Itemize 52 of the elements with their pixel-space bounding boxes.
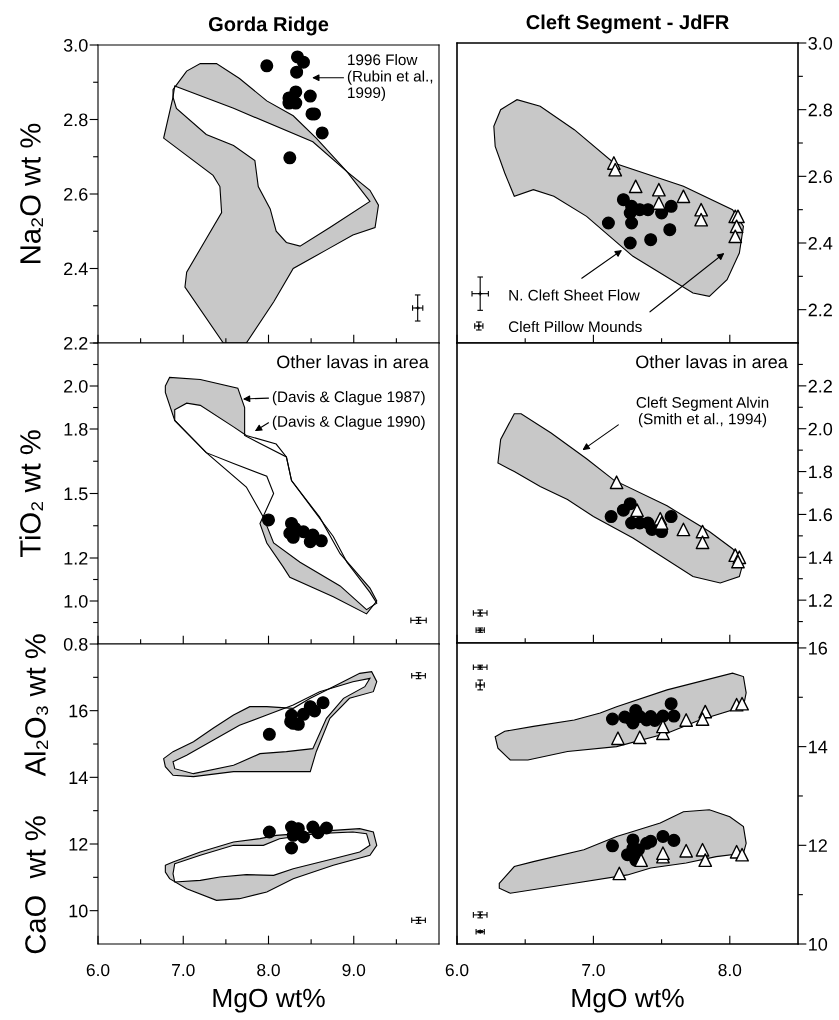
y2-tick-label: 2.4 [808,236,833,250]
annotation: Other lavas in area [277,355,429,369]
y-tick-label: 0.8 [63,637,88,651]
y2-tick-label: 2.8 [808,103,833,117]
annotation: Other lavas in area [636,355,788,369]
x-tick-label: 9.0 [342,963,366,977]
y2-tick-label: 12 [809,839,827,852]
y2-tick-label: 14 [809,740,828,754]
y-tick-label: 2.4 [64,262,88,276]
y-tick-label: 1.0 [64,594,88,608]
y-tick-label: 14 [69,771,88,784]
annotation: Cleft Segment Alvin (Smith et al., 1994) [636,396,769,428]
y-tick-label: 16 [69,704,88,718]
chart-title: Gorda Ridge [208,16,329,36]
x-axis-title: MgO wt% [213,988,325,1013]
y2-tick-label: 1.6 [809,508,833,522]
x-tick-label: 7.0 [172,963,195,977]
y-tick-label: 3.0 [63,38,88,52]
y2-tick-label: 1.8 [809,465,833,479]
y-tick-label: 2.0 [64,379,88,393]
y-tick-label: 1.5 [64,487,88,501]
y-axis-title: TiO₂ wt % [19,430,43,558]
x-axis-title: MgO wt% [572,988,684,1013]
y-axis-title: CaO wt % Al₂O₃ wt % [24,634,49,954]
y-tick-label: 2.6 [64,187,88,201]
y-tick-label: 2.8 [64,113,88,127]
annotation: (Davis & Clague 1987) [272,390,425,406]
y-tick-label: 12 [69,837,88,851]
y-tick-label: 10 [69,904,88,918]
y2-tick-label: 16 [809,641,828,655]
y2-tick-label: 3.0 [808,36,833,50]
y-axis-title: Na₂O wt % [20,123,43,263]
annotation: N. Cleft Sheet Flow [509,289,640,301]
y2-tick-label: 1.2 [809,594,832,607]
annotation: Cleft Pillow Mounds [508,320,642,333]
y2-tick-label: 10 [809,937,828,951]
y-tick-label: 1.2 [64,551,88,565]
y2-tick-label: 2.0 [808,422,833,436]
y2-tick-label: 1.4 [809,551,833,564]
x-tick-label: 6.0 [86,963,110,977]
x-tick-label: 8.0 [718,963,742,977]
y2-tick-label: 2.6 [808,170,833,184]
y2-tick-label: 2.2 [808,303,832,317]
x-tick-label: 6.0 [445,963,469,977]
y-tick-label: 1.8 [64,422,88,436]
y-tick-label: 2.2 [64,336,88,350]
x-tick-label: 8.0 [257,963,280,977]
annotation: 1996 Flow (Rubin et al., 1999) [347,53,433,102]
chart-title: Cleft Segment - JdFR [526,14,729,34]
annotation: (Davis & Clague 1990) [272,415,425,430]
y2-tick-label: 2.2 [808,379,832,393]
x-tick-label: 7.0 [582,963,605,977]
